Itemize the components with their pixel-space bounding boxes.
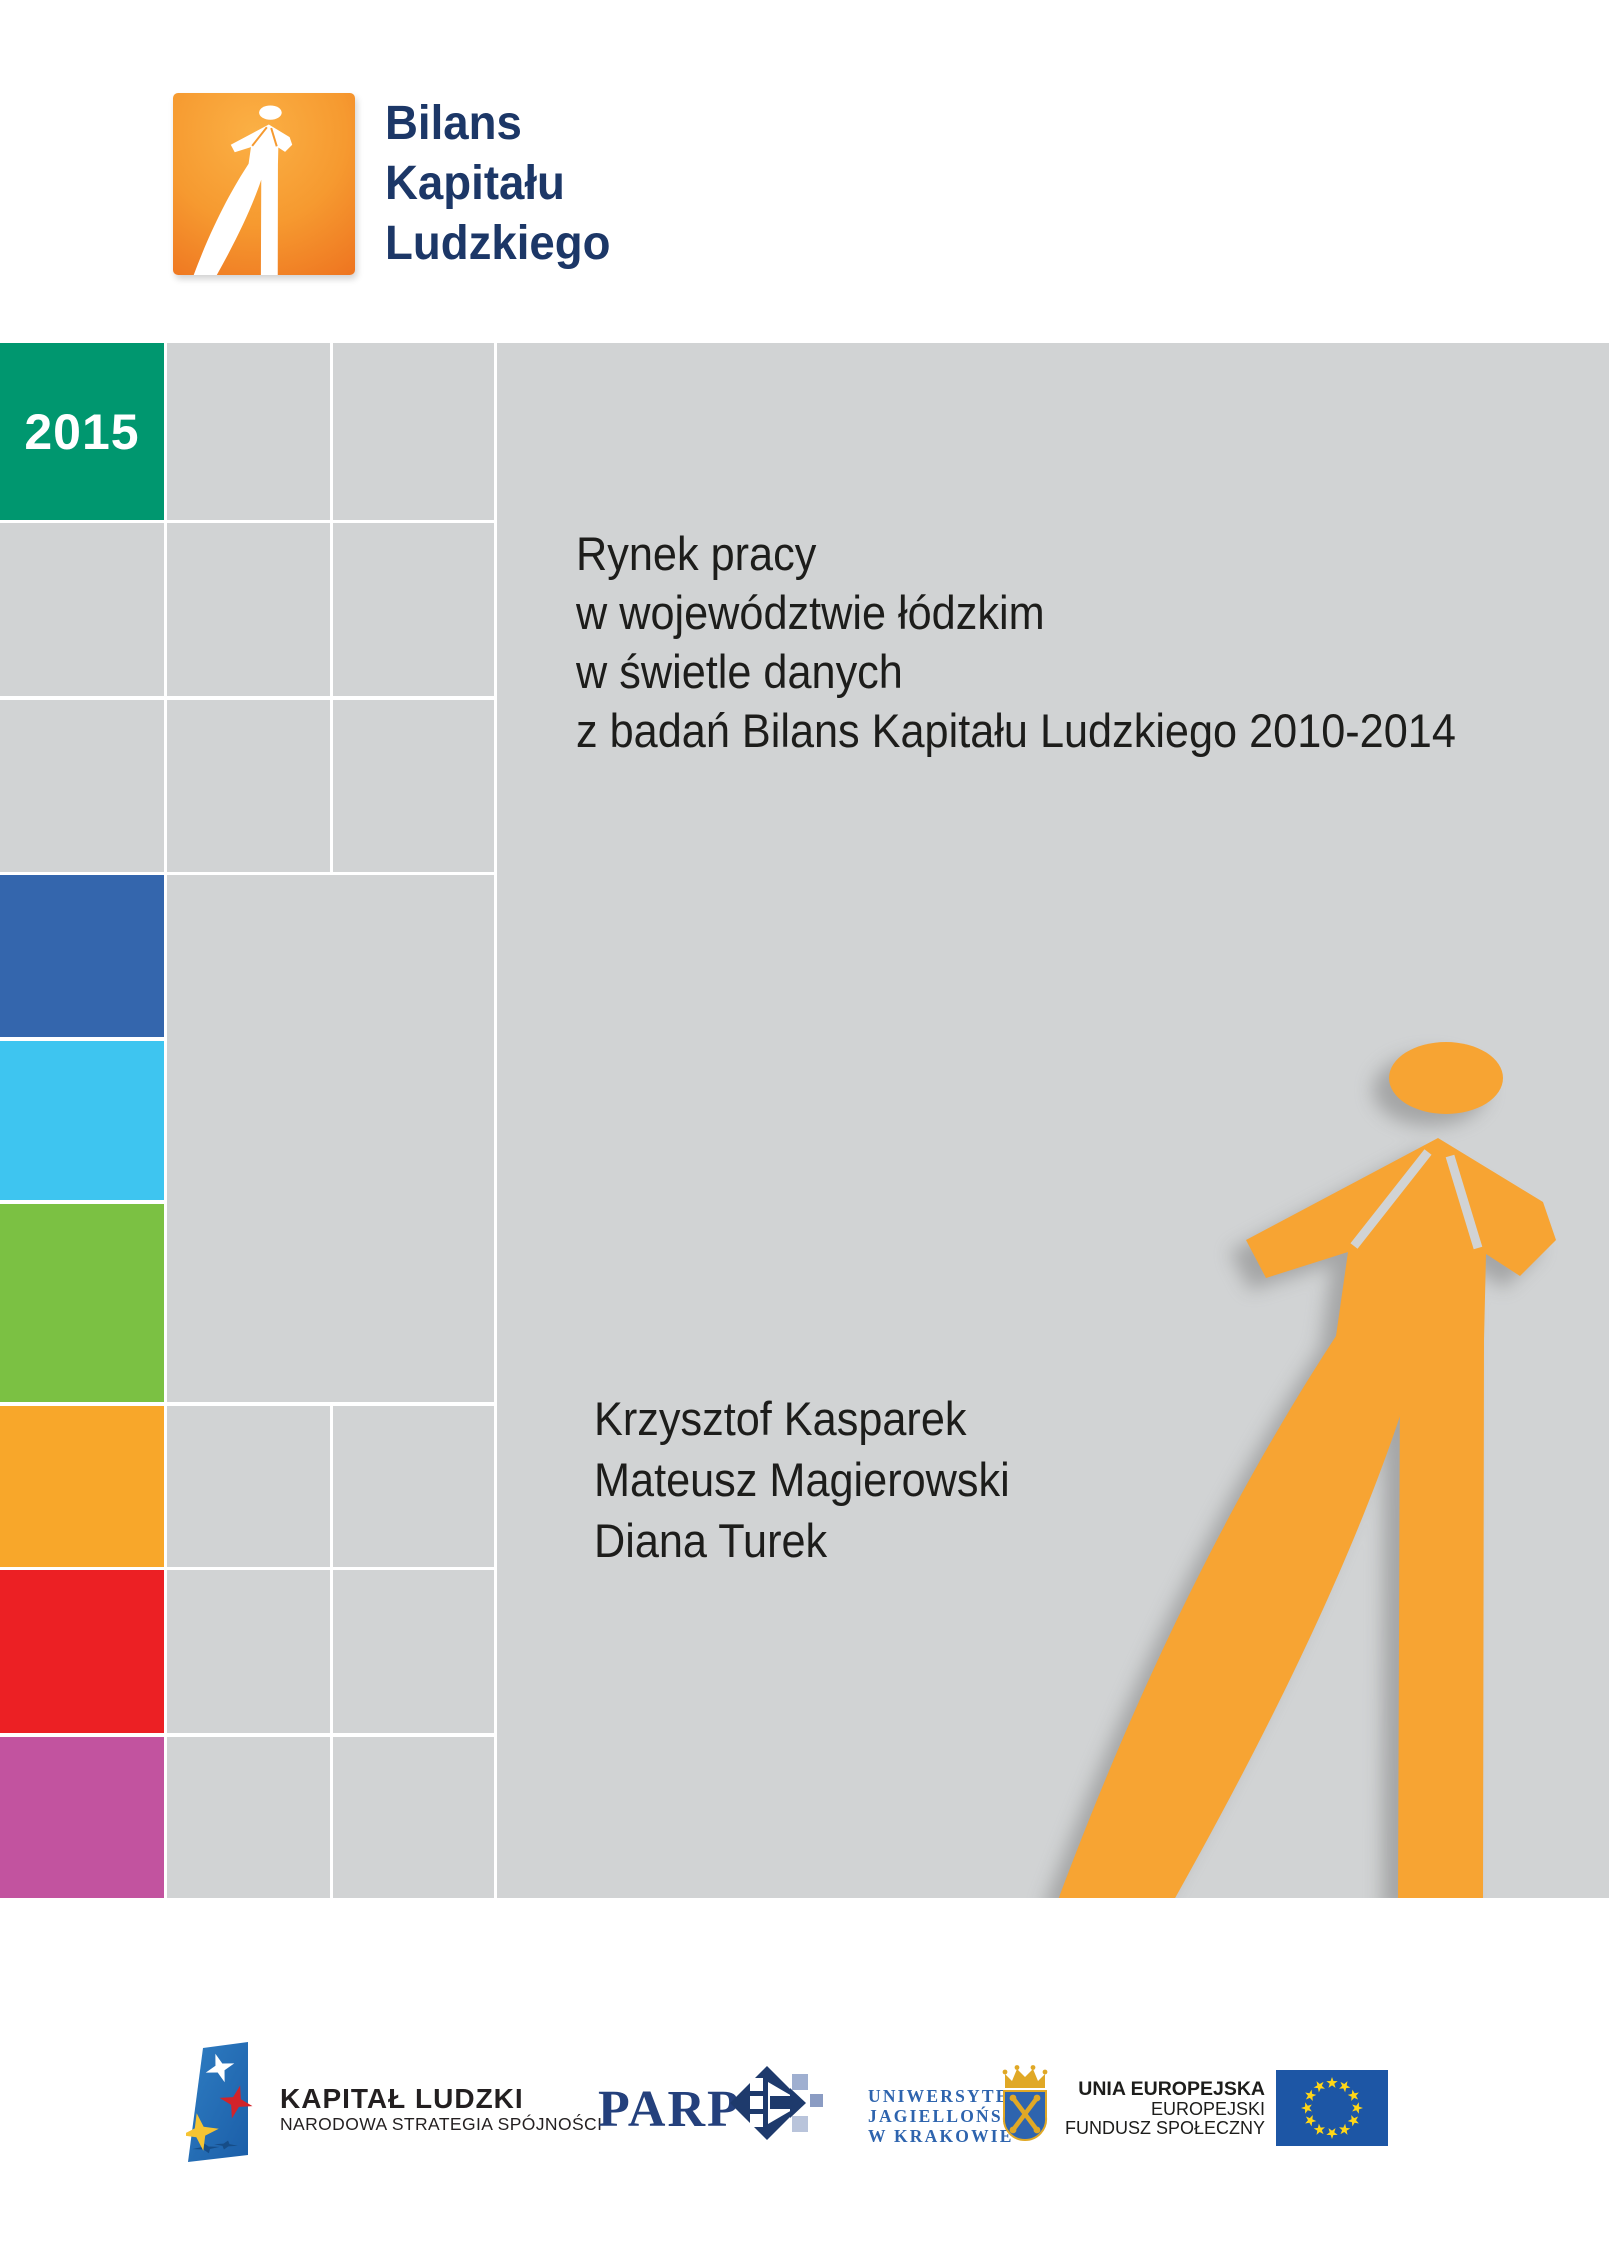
bkl-logo-square bbox=[173, 93, 355, 275]
title-line: w świetle danych bbox=[576, 645, 903, 698]
grid-cell bbox=[333, 343, 494, 520]
authors-list: Krzysztof Kasparek Mateusz Magierowski D… bbox=[594, 1388, 1010, 1571]
eu-line: UNIA EUROPEJSKA bbox=[1078, 2078, 1265, 2100]
swatch-red bbox=[0, 1570, 164, 1733]
logo-line: Kapitału bbox=[385, 157, 565, 210]
grid-cell bbox=[167, 1406, 330, 1567]
year-label: 2015 bbox=[24, 403, 140, 460]
eu-flag-icon bbox=[1276, 2070, 1388, 2146]
grid-cell bbox=[167, 523, 330, 696]
grid-cell bbox=[0, 700, 164, 872]
eu-line: FUNDUSZ SPOŁECZNY bbox=[1064, 2118, 1265, 2138]
year-badge: 2015 bbox=[0, 343, 164, 520]
grid-cell bbox=[167, 1570, 330, 1733]
eu-label-lines: UNIA EUROPEJSKA EUROPEJSKI FUNDUSZ SPOŁE… bbox=[1040, 2078, 1265, 2139]
author-name: Krzysztof Kasparek bbox=[594, 1392, 967, 1445]
swatch-light-blue bbox=[0, 1041, 164, 1200]
uj-crest-logo-icon bbox=[1002, 2065, 1048, 2142]
parp-wordmark: PARP bbox=[598, 2081, 741, 2138]
cover-main-panel bbox=[497, 343, 1609, 1898]
grid-cell bbox=[0, 523, 164, 696]
logo-line: Bilans bbox=[385, 97, 522, 150]
bkl-person-logo-icon bbox=[193, 105, 293, 275]
kapital-ludzki-subtitle: NARODOWA STRATEGIA SPÓJNOŚCI bbox=[280, 2114, 603, 2134]
uj-line: W KRAKOWIE bbox=[868, 2126, 1014, 2146]
report-title: Rynek pracy w województwie łódzkim w świ… bbox=[576, 524, 1456, 760]
title-line: w województwie łódzkim bbox=[576, 586, 1045, 639]
grid-cell bbox=[333, 1406, 494, 1567]
grid-cell bbox=[333, 523, 494, 696]
grid-merged-cell bbox=[167, 875, 494, 1402]
swatch-green bbox=[0, 1204, 164, 1402]
grid-cell bbox=[167, 343, 330, 520]
eu-line: EUROPEJSKI bbox=[1150, 2098, 1265, 2119]
swatch-orange bbox=[0, 1406, 164, 1567]
grid-cell bbox=[333, 1570, 494, 1733]
title-line: z badań Bilans Kapitału Ludzkiego 2010-2… bbox=[576, 704, 1456, 757]
title-line: Rynek pracy bbox=[576, 527, 817, 580]
uj-line: JAGIELLOŃSKI bbox=[868, 2106, 1028, 2126]
grid-cell bbox=[167, 1737, 330, 1898]
author-name: Mateusz Magierowski bbox=[594, 1453, 1010, 1506]
swatch-magenta bbox=[0, 1737, 164, 1898]
uj-name-lines: UNIWERSYTET JAGIELLOŃSKI W KRAKOWIE bbox=[868, 2086, 1028, 2146]
orange-person-figure-icon bbox=[1058, 1042, 1556, 1898]
grid-cell bbox=[333, 700, 494, 872]
author-name: Diana Turek bbox=[594, 1514, 828, 1567]
parp-diamond-logo-icon bbox=[730, 2066, 823, 2140]
swatch-blue bbox=[0, 875, 164, 1037]
uj-line: UNIWERSYTET bbox=[868, 2086, 1024, 2106]
grid-cell bbox=[333, 1737, 494, 1898]
logo-line: Ludzkiego bbox=[385, 217, 611, 270]
kapital-ludzki-title: KAPITAŁ LUDZKI bbox=[280, 2083, 524, 2114]
bkl-logo-wordmark: Bilans Kapitału Ludzkiego bbox=[385, 94, 610, 274]
grid-cell bbox=[167, 700, 330, 872]
nss-flag-logo-icon bbox=[186, 2042, 253, 2162]
